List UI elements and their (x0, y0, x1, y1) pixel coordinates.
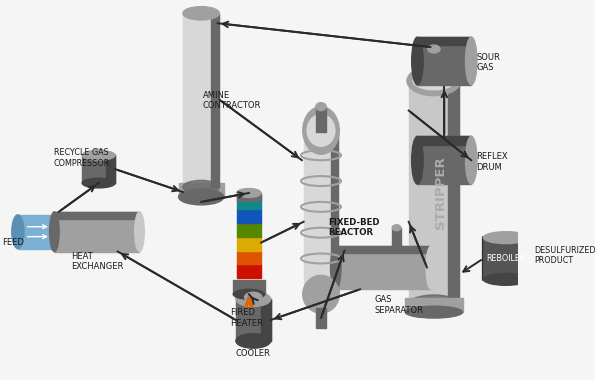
Text: REFLEX
DRUM: REFLEX DRUM (477, 152, 508, 172)
Bar (237, 193, 261, 201)
Bar (418, 136, 471, 145)
Bar (211, 13, 220, 187)
Bar (418, 37, 471, 46)
Text: FIRED
HEATER: FIRED HEATER (230, 308, 262, 328)
Bar (237, 264, 261, 278)
Ellipse shape (330, 245, 341, 289)
Ellipse shape (183, 6, 220, 20)
Ellipse shape (178, 189, 224, 205)
Bar (428, 49, 440, 83)
Ellipse shape (465, 37, 477, 85)
Bar (409, 81, 459, 304)
Ellipse shape (412, 37, 423, 85)
Bar (316, 308, 326, 328)
Text: FEED: FEED (2, 238, 24, 247)
Ellipse shape (49, 212, 59, 252)
Ellipse shape (303, 276, 339, 313)
Text: STRIPPER: STRIPPER (434, 156, 447, 229)
Bar (233, 280, 265, 294)
Ellipse shape (413, 72, 455, 90)
Text: AMINE
CONTRACTOR: AMINE CONTRACTOR (203, 91, 261, 110)
Bar (178, 183, 224, 197)
Bar (106, 155, 115, 183)
Bar (82, 155, 115, 183)
Text: DESULFURIZED
PRODUCT: DESULFURIZED PRODUCT (534, 245, 595, 265)
Bar (54, 212, 139, 252)
Ellipse shape (426, 245, 437, 289)
Ellipse shape (245, 292, 262, 302)
Bar (54, 212, 139, 219)
Text: HEAT
EXCHANGER: HEAT EXCHANGER (71, 252, 123, 271)
Bar (236, 299, 271, 341)
Bar (392, 228, 401, 248)
Bar (237, 223, 261, 237)
Ellipse shape (392, 225, 401, 231)
Ellipse shape (233, 289, 265, 299)
Text: FIXED-BED
REACTOR: FIXED-BED REACTOR (328, 218, 380, 237)
Ellipse shape (409, 295, 459, 314)
Ellipse shape (407, 66, 461, 96)
Ellipse shape (303, 288, 339, 301)
Bar (336, 245, 431, 253)
Ellipse shape (412, 136, 423, 184)
Ellipse shape (483, 232, 528, 244)
Text: RECYCLE GAS
COMPRESSOR: RECYCLE GAS COMPRESSOR (54, 148, 109, 168)
Ellipse shape (465, 136, 477, 184)
Bar (237, 237, 261, 250)
Ellipse shape (405, 306, 462, 318)
Bar (405, 298, 462, 312)
Bar (448, 81, 459, 304)
Bar (237, 209, 261, 223)
Bar (237, 195, 261, 209)
Bar (331, 130, 339, 294)
Ellipse shape (236, 334, 271, 348)
Ellipse shape (236, 292, 271, 307)
Bar (418, 136, 471, 184)
Text: SOUR
GAS: SOUR GAS (477, 53, 500, 73)
Bar (237, 250, 261, 264)
Ellipse shape (483, 273, 528, 285)
Ellipse shape (237, 188, 261, 198)
Bar (316, 107, 326, 132)
Bar (418, 37, 471, 85)
Bar (183, 13, 220, 187)
Ellipse shape (303, 107, 339, 154)
Ellipse shape (428, 45, 440, 53)
Ellipse shape (183, 180, 220, 194)
Ellipse shape (134, 212, 144, 252)
Bar (261, 299, 271, 341)
Bar (303, 130, 339, 294)
FancyBboxPatch shape (483, 237, 530, 280)
Ellipse shape (409, 71, 459, 90)
Ellipse shape (82, 178, 115, 188)
Ellipse shape (316, 103, 326, 111)
Ellipse shape (82, 150, 115, 160)
Ellipse shape (307, 114, 335, 146)
Bar (18, 215, 56, 249)
Text: GAS
SEPARATOR: GAS SEPARATOR (375, 295, 424, 315)
Ellipse shape (91, 149, 107, 157)
Text: COOLER: COOLER (236, 349, 271, 358)
Bar (336, 245, 431, 289)
Ellipse shape (12, 215, 24, 249)
Ellipse shape (303, 124, 339, 137)
Text: REBOILER: REBOILER (486, 254, 526, 263)
